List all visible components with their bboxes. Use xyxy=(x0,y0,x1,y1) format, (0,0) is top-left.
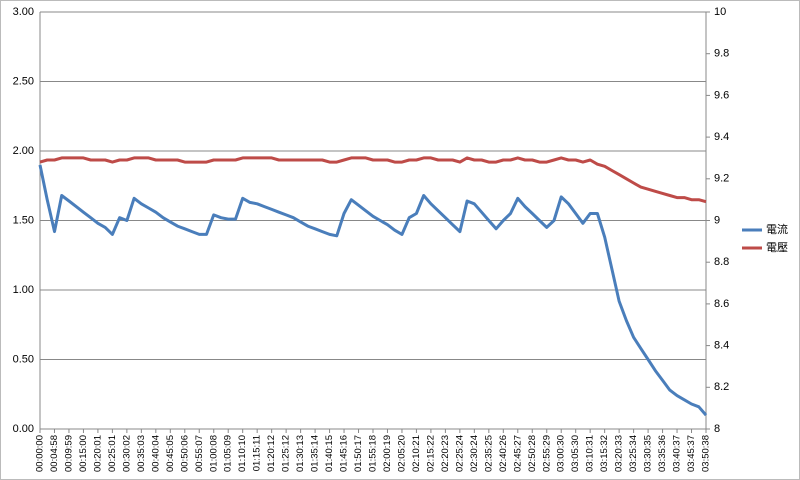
x-tick-label: 02:15:22 xyxy=(425,435,436,472)
x-tick-label: 03:25:34 xyxy=(628,435,639,472)
legend-label: 電壓 xyxy=(766,241,788,254)
x-tick-label: 02:35:25 xyxy=(483,435,494,472)
x-tick-label: 03:35:36 xyxy=(657,435,668,472)
x-tick-label: 01:55:18 xyxy=(368,435,379,472)
x-tick-label: 00:25:01 xyxy=(107,435,118,472)
x-tick-label: 03:10:31 xyxy=(585,435,596,472)
y2-tick-label: 9.6 xyxy=(714,89,729,101)
x-tick-label: 01:10:10 xyxy=(237,435,248,472)
x-tick-label: 00:35:03 xyxy=(136,435,147,472)
series-line xyxy=(39,156,707,204)
y2-tick-label: 10 xyxy=(714,6,726,18)
x-tick-label: 00:04:58 xyxy=(49,435,60,472)
x-tick-label: 01:15:11 xyxy=(252,435,263,471)
x-tick-label: 01:00:08 xyxy=(208,435,219,472)
y2-tick-label: 8.2 xyxy=(714,381,729,393)
x-tick-label: 02:55:29 xyxy=(541,435,552,472)
x-tick-label: 02:30:24 xyxy=(469,435,480,472)
x-tick-label: 03:05:30 xyxy=(570,435,581,472)
y2-tick-label: 8.4 xyxy=(714,340,729,352)
x-tick-label: 01:50:17 xyxy=(353,435,364,472)
y-tick-label: 0.50 xyxy=(13,353,34,365)
x-tick-label: 02:10:21 xyxy=(411,435,422,472)
x-tick-label: 02:50:28 xyxy=(527,435,538,472)
x-tick-label: 02:25:24 xyxy=(454,435,465,472)
y-tick-label: 0.00 xyxy=(13,423,34,435)
x-tick-label: 00:30:02 xyxy=(121,435,132,472)
x-tick-label: 03:20:33 xyxy=(614,435,625,472)
y2-tick-label: 9.8 xyxy=(714,48,729,60)
x-tick-label: 01:45:16 xyxy=(339,435,350,472)
x-tick-label: 00:45:05 xyxy=(165,435,176,472)
y-tick-label: 3.00 xyxy=(13,6,34,18)
x-tick-label: 01:05:09 xyxy=(223,435,234,472)
y-tick-label: 1.00 xyxy=(13,284,34,296)
x-tick-label: 03:30:35 xyxy=(643,435,654,472)
x-tick-label: 00:20:01 xyxy=(92,435,103,472)
x-tick-label: 03:50:38 xyxy=(701,435,712,472)
x-tick-label: 03:15:32 xyxy=(599,435,610,472)
legend-label: 電流 xyxy=(766,222,788,236)
y2-tick-label: 8.8 xyxy=(714,256,729,268)
x-tick-label: 01:35:14 xyxy=(310,435,321,472)
x-tick-label: 02:45:27 xyxy=(512,435,523,472)
y2-tick-label: 8 xyxy=(714,423,720,435)
x-tick-label: 00:55:07 xyxy=(194,435,205,472)
x-tick-label: 01:25:12 xyxy=(281,435,292,472)
y-tick-label: 1.50 xyxy=(13,214,34,226)
x-tick-label: 00:15:00 xyxy=(78,435,89,472)
x-tick-label: 03:40:37 xyxy=(672,435,683,472)
x-tick-label: 03:00:30 xyxy=(556,435,567,472)
y2-tick-label: 9.2 xyxy=(714,173,729,185)
x-tick-label: 00:50:06 xyxy=(179,435,190,472)
series-line xyxy=(38,164,708,417)
y-tick-label: 2.00 xyxy=(13,145,34,157)
x-tick-label: 01:20:12 xyxy=(266,435,277,472)
y2-tick-label: 8.6 xyxy=(714,298,729,310)
x-tick-label: 00:00:00 xyxy=(35,435,46,472)
x-tick-label: 01:40:15 xyxy=(324,435,335,472)
y-tick-label: 2.50 xyxy=(13,75,34,87)
x-tick-label: 03:45:37 xyxy=(686,435,697,472)
x-tick-label: 02:40:26 xyxy=(498,435,509,472)
x-tick-label: 02:20:23 xyxy=(440,435,451,472)
x-tick-label: 00:40:04 xyxy=(150,435,161,472)
x-tick-label: 02:00:19 xyxy=(382,435,393,472)
x-tick-label: 02:05:20 xyxy=(396,435,407,472)
x-tick-label: 00:09:59 xyxy=(63,435,74,472)
y2-tick-label: 9.4 xyxy=(714,131,729,143)
x-tick-label: 01:30:13 xyxy=(295,435,306,472)
y2-tick-label: 9 xyxy=(714,214,720,226)
